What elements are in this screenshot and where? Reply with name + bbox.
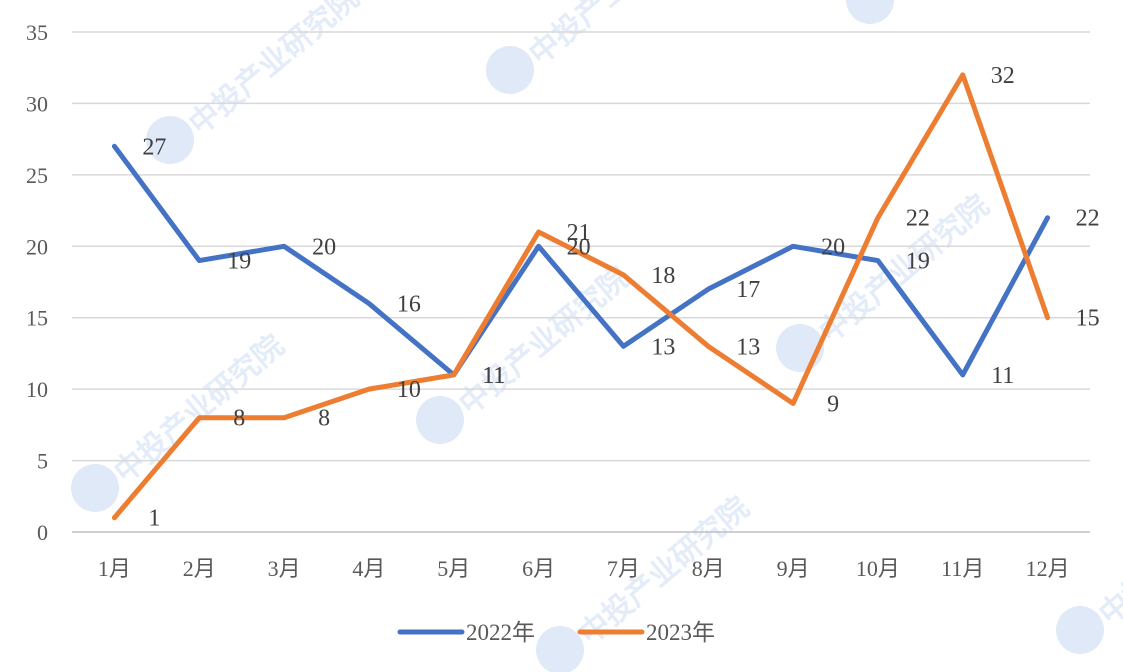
y-tick-label: 25: [26, 163, 48, 188]
y-tick-label: 35: [26, 20, 48, 45]
data-label-series-2: 21: [567, 220, 591, 246]
x-tick-label: 3月: [268, 556, 301, 581]
data-label-series-2: 8: [318, 406, 330, 432]
legend-item: 2022年: [397, 620, 535, 645]
x-tick-label: 12月: [1026, 556, 1070, 581]
y-tick-label: 0: [37, 520, 48, 545]
svg-text:中投产业研究院: 中投产业研究院: [108, 328, 291, 490]
x-tick-label: 2月: [183, 556, 216, 581]
y-tick-label: 15: [26, 306, 48, 331]
watermark-logo: 中投产业研究院: [776, 188, 996, 372]
data-label-series-2: 15: [1076, 306, 1100, 332]
data-label-series-1: 16: [397, 291, 421, 317]
series-lines: [111, 72, 1051, 521]
svg-text:中投产业研究院: 中投产业研究院: [813, 188, 996, 350]
x-tick-label: 10月: [856, 556, 900, 581]
y-tick-label: 10: [26, 377, 48, 402]
x-tick-label: 6月: [522, 556, 555, 581]
legend: 2022年 2023年: [397, 620, 715, 645]
series-line-2: [111, 72, 1051, 521]
x-tick-label: 9月: [777, 556, 810, 581]
data-label-series-2: 22: [906, 206, 930, 232]
data-label-series-2: 13: [736, 334, 760, 360]
data-label-series-1: 27: [142, 134, 166, 160]
svg-text:中投产业研究院: 中投产业研究院: [453, 260, 636, 422]
x-tick-label: 4月: [352, 556, 385, 581]
y-tick-label: 20: [26, 234, 48, 259]
svg-text:中投产业研究院: 中投产业研究院: [883, 0, 1066, 2]
data-label-series-1: 19: [906, 249, 930, 275]
data-label-series-2: 11: [482, 363, 505, 389]
data-label-series-2: 9: [827, 391, 839, 417]
svg-text:中投产业研究院: 中投产业研究院: [523, 0, 706, 72]
x-tick-label: 5月: [437, 556, 470, 581]
watermark-logo: 中投产业研究院: [846, 0, 1066, 24]
x-tick-label: 8月: [692, 556, 725, 581]
watermark-logo: 中投产业研究院: [486, 0, 706, 94]
svg-text:中投产业研究院: 中投产业研究院: [1093, 470, 1123, 632]
watermark-logo: 中投产业研究院: [416, 260, 636, 444]
data-label-series-2: 1: [148, 506, 160, 532]
data-label-series-2: 10: [397, 377, 421, 403]
svg-text:中投产业研究院: 中投产业研究院: [183, 0, 366, 142]
legend-label: 2023年: [646, 620, 715, 645]
watermark-logo: 中投产业研究院: [146, 0, 366, 164]
legend-label: 2022年: [466, 620, 535, 645]
data-label-series-1: 20: [567, 234, 591, 260]
data-label-series-1: 11: [482, 363, 505, 389]
data-label-series-2: 32: [991, 63, 1015, 89]
data-label-series-1: 20: [312, 234, 336, 260]
data-label-series-1: 11: [991, 363, 1014, 389]
data-label-series-1: 19: [227, 249, 251, 275]
gridlines: [72, 31, 1090, 533]
data-label-series-1: 22: [1076, 206, 1100, 232]
x-tick-label: 11月: [941, 556, 984, 581]
y-tick-label: 30: [26, 91, 48, 116]
x-tick-label: 7月: [607, 556, 640, 581]
data-label-series-1: 13: [651, 334, 675, 360]
y-tick-label: 5: [37, 449, 48, 474]
data-label-series-1: 20: [821, 234, 845, 260]
data-label-series-2: 18: [651, 263, 675, 289]
legend-item: 2023年: [577, 620, 715, 645]
data-label-series-2: 8: [233, 406, 245, 432]
x-tick-label: 1月: [98, 556, 131, 581]
series-line-1: [111, 143, 1051, 378]
data-label-series-1: 17: [736, 277, 760, 303]
